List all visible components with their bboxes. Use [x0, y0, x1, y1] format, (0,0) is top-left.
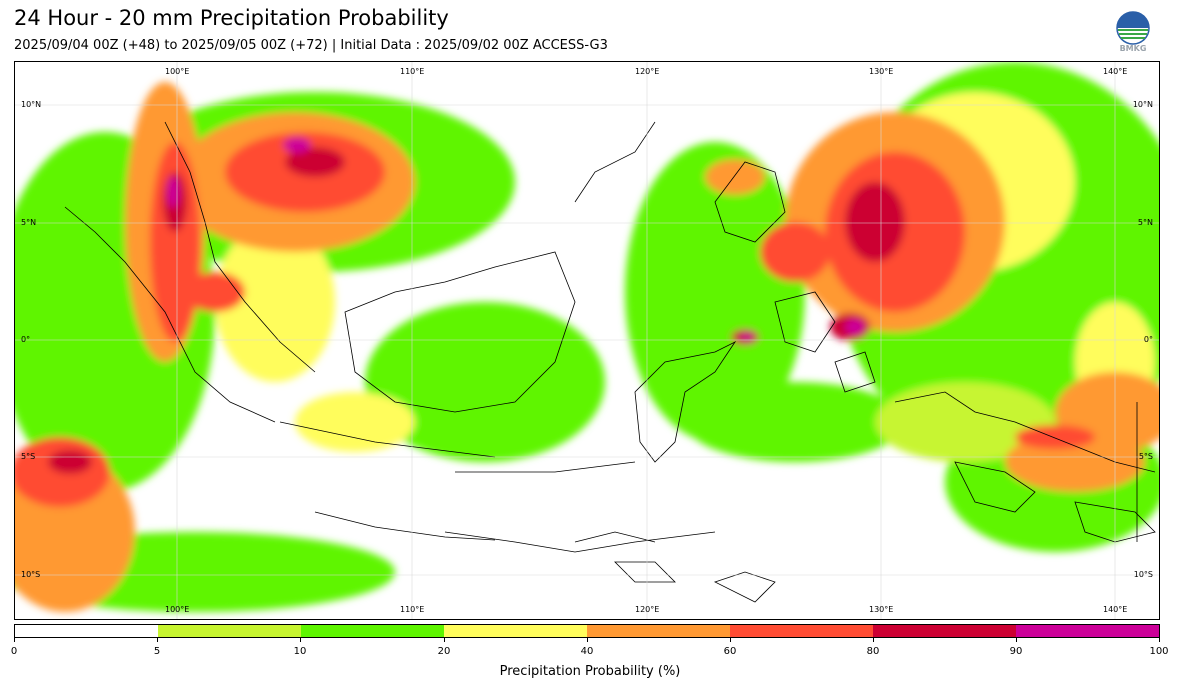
lon-label-top: 120°E: [635, 67, 660, 76]
precipitation-map: 100°E 110°E 120°E 130°E 140°E 100°E 110°…: [14, 61, 1160, 620]
colorbar-tick-label: 60: [723, 646, 737, 657]
colorbar-segment: [587, 625, 730, 637]
colorbar-tick-label: 80: [866, 646, 880, 657]
colorbar-tick-label: 5: [153, 646, 161, 657]
bmkg-logo-icon: [1116, 11, 1150, 45]
lat-label-left: 0°: [21, 335, 31, 344]
coastlines: [64, 121, 1156, 603]
colorbar-segment: [301, 625, 444, 637]
lon-label-top: 100°E: [165, 67, 190, 76]
logo-text: BMKG: [1119, 44, 1147, 53]
colorbar-tick-label: 100: [1149, 646, 1169, 657]
map-canvas: [15, 62, 1159, 619]
lon-label-bottom: 140°E: [1103, 605, 1128, 614]
lat-label-right: 0°: [1143, 335, 1153, 344]
graticule: [15, 62, 1159, 619]
lat-label-left: 5°S: [21, 452, 36, 461]
lat-label-right: 10°S: [1133, 570, 1153, 579]
colorbar-tick-label: 0: [10, 646, 18, 657]
page-subtitle: 2025/09/04 00Z (+48) to 2025/09/05 00Z (…: [14, 38, 608, 53]
colorbar-tickmark: [14, 638, 15, 642]
lon-label-top: 130°E: [869, 67, 894, 76]
colorbar-tick-label: 20: [437, 646, 451, 657]
colorbar-segment: [15, 625, 158, 637]
lat-label-right: 10°N: [1132, 100, 1153, 109]
lon-label-top: 140°E: [1103, 67, 1128, 76]
page-title: 24 Hour - 20 mm Precipitation Probabilit…: [14, 6, 449, 30]
lat-label-right: 5°N: [1137, 218, 1153, 227]
colorbar-tickmark: [444, 638, 445, 642]
colorbar-tick-label: 10: [293, 646, 307, 657]
colorbar-segment: [158, 625, 301, 637]
lat-label-left: 10°S: [21, 570, 41, 579]
colorbar-tick-label: 90: [1009, 646, 1023, 657]
colorbar-tickmark: [730, 638, 731, 642]
colorbar-tickmark: [587, 638, 588, 642]
colorbar-tickmark: [157, 638, 158, 642]
lon-label-bottom: 100°E: [165, 605, 190, 614]
colorbar-segment: [873, 625, 1016, 637]
lon-label-bottom: 130°E: [869, 605, 894, 614]
colorbar-segment: [1016, 625, 1159, 637]
lon-label-bottom: 110°E: [400, 605, 425, 614]
lat-label-left: 10°N: [21, 100, 42, 109]
colorbar-segment: [730, 625, 873, 637]
lon-label-bottom: 120°E: [635, 605, 660, 614]
colorbar-tick-label: 40: [580, 646, 594, 657]
colorbar-tickmark: [1016, 638, 1017, 642]
precipitation-field: [15, 62, 1159, 612]
lat-label-right: 5°S: [1138, 452, 1153, 461]
colorbar-tickmark: [873, 638, 874, 642]
colorbar-tickmark: [300, 638, 301, 642]
colorbar-tickmark: [1159, 638, 1160, 642]
lat-label-left: 5°N: [21, 218, 37, 227]
colorbar-segment: [444, 625, 587, 637]
colorbar: [14, 624, 1160, 638]
lon-label-top: 110°E: [400, 67, 425, 76]
colorbar-label: Precipitation Probability (%): [499, 664, 681, 679]
